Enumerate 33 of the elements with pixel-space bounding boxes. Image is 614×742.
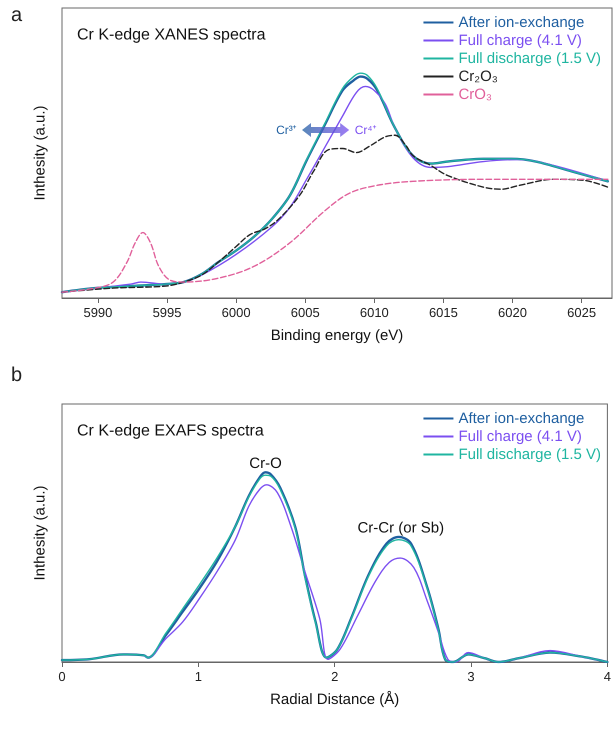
chart-title: b: [11, 364, 22, 386]
legend-label: Full discharge (1.5 V): [458, 446, 602, 463]
x-tick-label: 6010: [360, 305, 389, 320]
annotation: Cr-Cr (or Sb): [357, 519, 444, 536]
legend-label: Full discharge (1.5 V): [458, 50, 602, 67]
x-tick-label: 3: [467, 669, 475, 684]
x-tick-label: 5990: [83, 305, 112, 320]
x-tick-label: 4: [604, 669, 611, 684]
x-tick-label: 1: [194, 669, 202, 684]
legend-label: After ion-exchange: [458, 14, 584, 31]
text: Cr-O: [249, 454, 282, 472]
chart-title: a: [11, 4, 23, 26]
x-axis-title: Binding energy (eV): [270, 327, 404, 344]
annotation: Cr⁴⁺: [354, 122, 377, 137]
legend-label: After ion-exchange: [458, 410, 584, 427]
legend-label: Full charge (4.1 V): [458, 428, 582, 445]
x-tick-label: 6005: [290, 305, 320, 320]
x-tick-label: 0: [58, 669, 66, 684]
annotation: Cr³⁺: [276, 122, 297, 137]
y-axis-title: Inthesity (a.u.): [32, 105, 48, 201]
x-tick-label: 5995: [152, 305, 182, 320]
legend-label: CrO₃: [458, 86, 492, 103]
legend-label: Cr₂O₃: [458, 68, 498, 85]
x-tick-label: 2: [331, 669, 338, 684]
chart-subtitle: Cr K-edge EXAFS spectra: [77, 422, 264, 440]
x-tick-label: 6020: [498, 305, 527, 320]
chart-subtitle: Cr K-edge XANES spectra: [77, 26, 266, 44]
x-tick-label: 6000: [222, 305, 251, 320]
legend-label: Full charge (4.1 V): [458, 32, 582, 49]
x-tick-label: 6015: [428, 305, 458, 320]
x-axis-title: Radial Distance (Å): [270, 690, 400, 708]
y-axis-title: Inthesity (a.u.): [32, 485, 48, 581]
x-tick-label: 6025: [567, 305, 596, 320]
